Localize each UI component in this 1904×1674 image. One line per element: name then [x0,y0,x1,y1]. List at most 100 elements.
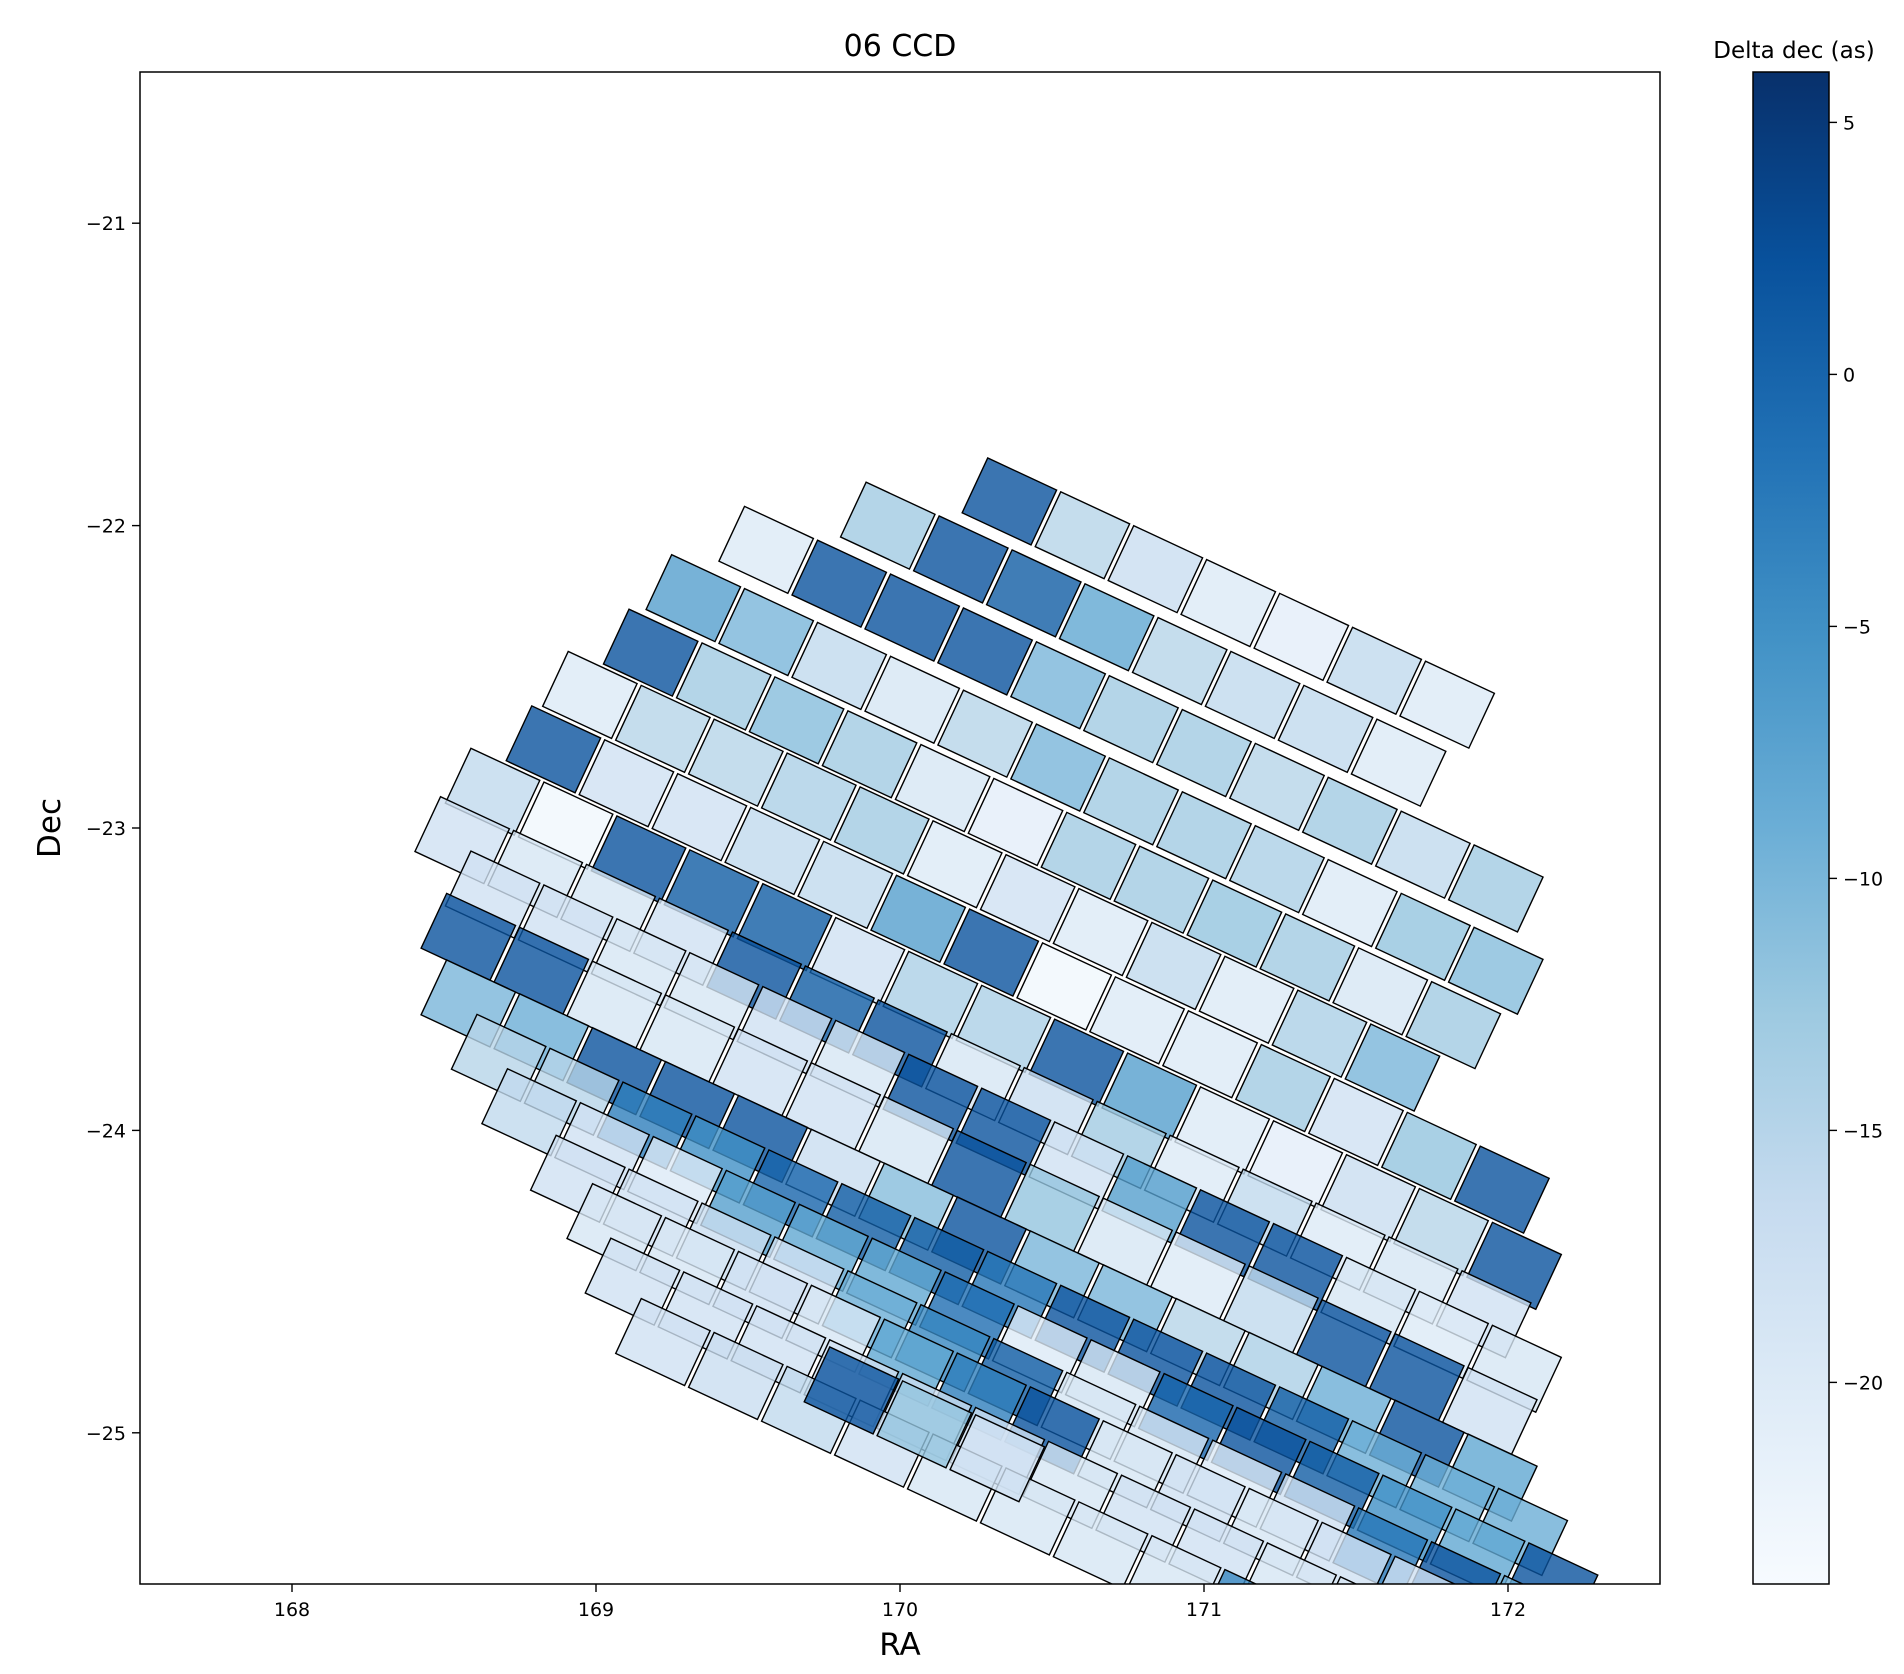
ccd-tile [1447,844,1544,933]
ccd-tile [724,806,821,896]
ccd-tile [1301,776,1399,866]
ccd-tile [675,642,772,731]
ccd-tile [687,718,784,808]
ccd-tile [1253,592,1350,682]
x-tick-label: 171 [1186,1599,1222,1621]
ccd-tile [1034,490,1131,580]
y-axis: −21 −22 −23 −24 −25 [86,213,140,1445]
ccd-tile [1447,926,1544,1016]
ccd-tile [791,539,888,629]
ccd-tile [1272,1603,1366,1674]
ccd-tile [1350,718,1447,808]
ccd-tile [906,819,1003,909]
ccd-tile [1155,708,1253,798]
ccd-tile [1552,1609,1646,1674]
ccd-tile [821,709,918,799]
ccd-tile [876,1379,973,1469]
ccd-tile [1058,582,1155,672]
ccd-tile [1295,1521,1392,1584]
colorbar [1752,71,1830,1585]
y-tick-label: −21 [86,213,126,235]
ccd-tile [1052,1500,1149,1584]
ccd-tile [894,743,991,833]
x-tick-label: 172 [1490,1599,1526,1621]
ccd-tile [1259,913,1356,1002]
y-tick-label: −25 [86,1423,126,1445]
ccd-tile [645,553,742,643]
ccd-tile [1082,756,1180,846]
x-tick-label: 169 [578,1599,614,1621]
ccd-tile [1082,674,1180,764]
ccd-tile [578,738,675,828]
colorbar-tick-label: −20 [1843,1372,1883,1394]
ccd-tile [1052,887,1149,977]
y-tick-label: −24 [86,1120,126,1142]
ccd-tile [936,607,1034,696]
ccd-tile [949,1413,1046,1503]
ccd-tiles [414,457,1646,1674]
ccd-tile [1461,1645,1555,1674]
ccd-tile [1313,1575,1411,1584]
ccd-tile [1240,1542,1338,1584]
ccd-tile [760,752,857,841]
ccd-tile [864,573,961,662]
ccd-tile [1088,975,1186,1065]
ccd-tile [614,1297,712,1387]
colorbar-tick-label: −15 [1843,1120,1883,1142]
x-axis-label: RA [879,1627,921,1663]
ccd-tile [718,587,815,677]
ccd-tile [791,621,888,711]
x-tick-label: 168 [274,1599,310,1621]
ccd-tile [1198,955,1295,1045]
ccd-tile [979,853,1076,943]
ccd-tile [1374,810,1472,900]
ccd-tile [1405,980,1502,1070]
ccd-tile [870,874,967,964]
ccd-tile [1228,742,1326,832]
ccd-tile [961,457,1058,546]
ccd-tile [1301,858,1399,948]
ccd-tile [803,1346,900,1435]
ccd-tile [1125,921,1222,1011]
ccd-tile [566,1182,663,1272]
ccd-tile [1399,660,1496,750]
ccd-tile [1131,616,1228,706]
ccd-tile [985,548,1082,638]
ccd-tile [864,655,961,745]
x-axis: 168 169 170 171 172 [274,1584,1526,1621]
ccd-tile [1332,946,1429,1036]
ccd-tile [1380,1111,1478,1201]
colorbar-axis: 5 0 −5 −10 −15 −20 [1829,112,1883,1394]
ccd-tile [614,684,712,774]
ccd-tile [1107,524,1204,614]
ccd-tile [718,505,815,595]
ccd-tile [833,786,930,875]
ccd-tile [936,689,1034,779]
ccd-tile [1204,650,1301,740]
ccd-tile [1016,942,1113,1031]
ccd-tile [1009,640,1107,730]
ccd-tile [1326,626,1423,716]
ccd-tile [602,608,699,698]
colorbar-label: Delta dec (as) [1713,38,1874,64]
colorbar-tick-label: 0 [1843,364,1855,386]
ccd-tile [1515,1624,1609,1674]
y-axis-label: Dec [32,798,68,858]
ccd-tile [967,777,1064,867]
ccd-tile [480,1067,578,1157]
ccd-tile [1307,1077,1405,1167]
ccd-tile [1228,824,1326,914]
ccd-tile [541,650,639,740]
ccd-tile [1502,1542,1599,1584]
ccd-tile [1374,892,1472,982]
colorbar-tick-label: −10 [1843,868,1883,890]
ccd-tile [748,675,845,765]
colorbar-tick-label: −5 [1843,616,1871,638]
ccd-tile [651,772,748,862]
chart-title: 06 CCD [844,29,957,64]
ccd-tile [1453,1145,1551,1235]
ccd-tile [1040,811,1137,901]
ccd-tile [912,515,1009,604]
ccd-tile [584,1237,681,1327]
